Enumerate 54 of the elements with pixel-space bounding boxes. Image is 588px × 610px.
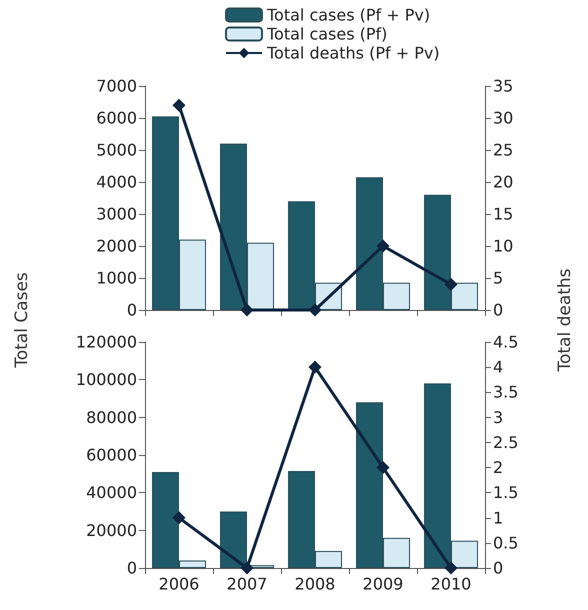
y-tick-label: 100000	[76, 370, 137, 390]
point	[444, 278, 458, 291]
y-tick-label: 3000	[96, 204, 137, 224]
y-tick-label: 0	[126, 558, 137, 578]
y-tick-label: 80000	[86, 408, 137, 427]
y-tick-label: 0	[126, 300, 137, 320]
point	[376, 240, 390, 252]
y2-tick-label: 1.5	[493, 483, 518, 502]
point	[308, 304, 322, 316]
legend-label: Total cases (Pf + Pv)	[266, 6, 430, 24]
point	[444, 562, 458, 574]
y-tick-label: 7000	[96, 76, 137, 96]
y-tick-label: 2000	[96, 236, 137, 256]
y2-tick-label: 0	[493, 300, 504, 320]
y2-tick-label: 30	[493, 108, 514, 128]
point	[376, 461, 390, 474]
y2-tick-label: 4.5	[493, 332, 518, 352]
y2-tick-label: 0	[493, 558, 504, 578]
y-tick-label: 6000	[96, 108, 137, 128]
y-tick-label: 120000	[76, 332, 137, 352]
y2-tick-label: 5	[493, 268, 504, 288]
y-tick-label: 40000	[86, 483, 137, 502]
y2-tick-label: 10	[493, 236, 514, 256]
x-tick-label: 2009	[362, 574, 404, 594]
y2-tick-label: 0.5	[493, 533, 518, 552]
x-tick-label: 2006	[158, 574, 200, 594]
y2-tick-label: 35	[493, 76, 514, 96]
y2-tick-label: 1	[493, 508, 504, 528]
point	[172, 98, 186, 112]
bar	[220, 512, 247, 568]
y2-tick-label: 3	[493, 408, 504, 427]
x-tick-label: 2007	[226, 574, 268, 594]
y2-tick-label: 20	[493, 172, 514, 192]
y-tick-label: 60000	[86, 446, 137, 464]
y2-tick-label: 25	[493, 140, 514, 160]
y-tick-label: 5000	[96, 140, 137, 160]
y-axis-title: Total Cases	[12, 272, 32, 368]
y2-tick-label: 4	[493, 358, 504, 377]
y2-tick-label: 2	[493, 458, 504, 478]
point	[240, 304, 254, 316]
y2-axis-title: Total deaths	[555, 268, 575, 372]
legend-label: Total cases (Pf)	[266, 24, 388, 44]
y2-tick-label: 15	[493, 204, 514, 224]
x-tick-label: 2010	[430, 574, 472, 594]
point	[308, 360, 322, 374]
legend-label: Total deaths (Pf + Pv)	[266, 44, 440, 62]
y-tick-label: 20000	[86, 520, 137, 540]
point	[172, 511, 186, 524]
y2-tick-label: 2.5	[493, 432, 518, 452]
y2-tick-label: 3.5	[493, 382, 518, 402]
y-tick-label: 4000	[96, 172, 137, 192]
point	[240, 562, 254, 574]
y-tick-label: 1000	[96, 268, 137, 288]
x-tick-label: 2008	[294, 574, 336, 594]
